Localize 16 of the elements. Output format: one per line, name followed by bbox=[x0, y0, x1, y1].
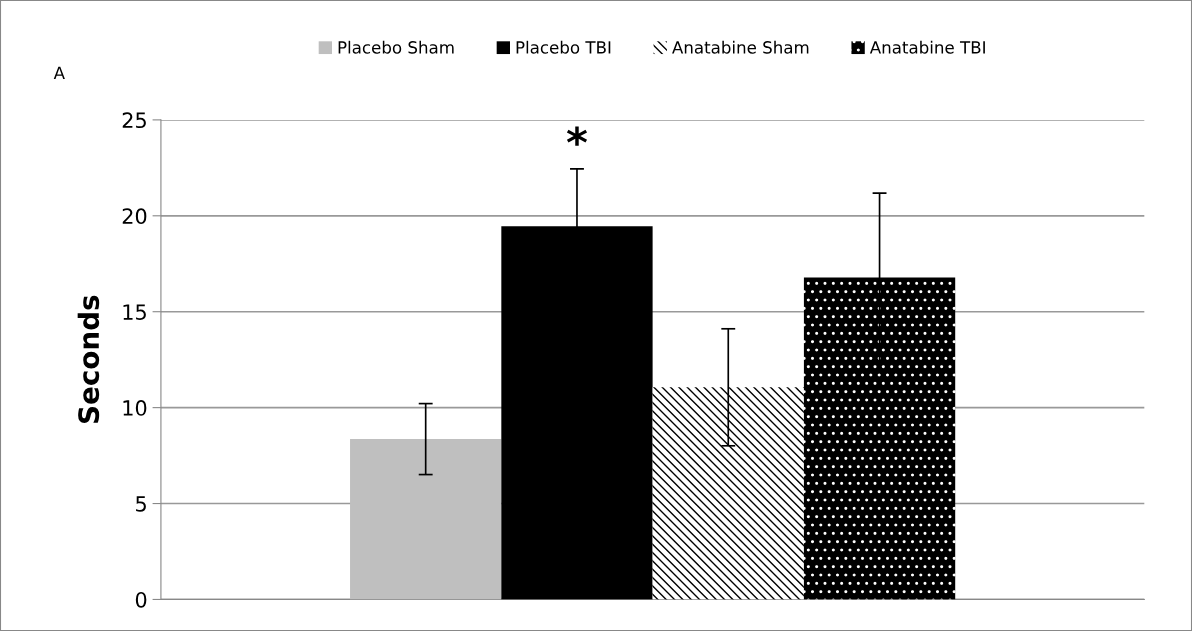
y-tick-label: 0 bbox=[135, 591, 147, 608]
y-tick-label: 5 bbox=[136, 496, 146, 512]
y-tick-label: 20 bbox=[122, 208, 147, 225]
legend-label: Anatabine Sham bbox=[672, 40, 809, 54]
y-tick-label: 25 bbox=[122, 112, 146, 129]
bar bbox=[350, 439, 502, 600]
bar bbox=[803, 277, 956, 600]
legend-label: Placebo TBI bbox=[516, 40, 611, 54]
text: A bbox=[53, 66, 65, 79]
bar bbox=[652, 387, 804, 600]
y-tick-label: 15 bbox=[123, 304, 146, 320]
legend-label: Placebo Sham bbox=[338, 40, 454, 54]
y-axis-title: Seconds bbox=[77, 295, 100, 423]
legend-label: Anatabine TBI bbox=[869, 40, 985, 54]
annotation: * bbox=[566, 126, 588, 146]
y-tick-label: 10 bbox=[123, 400, 147, 416]
